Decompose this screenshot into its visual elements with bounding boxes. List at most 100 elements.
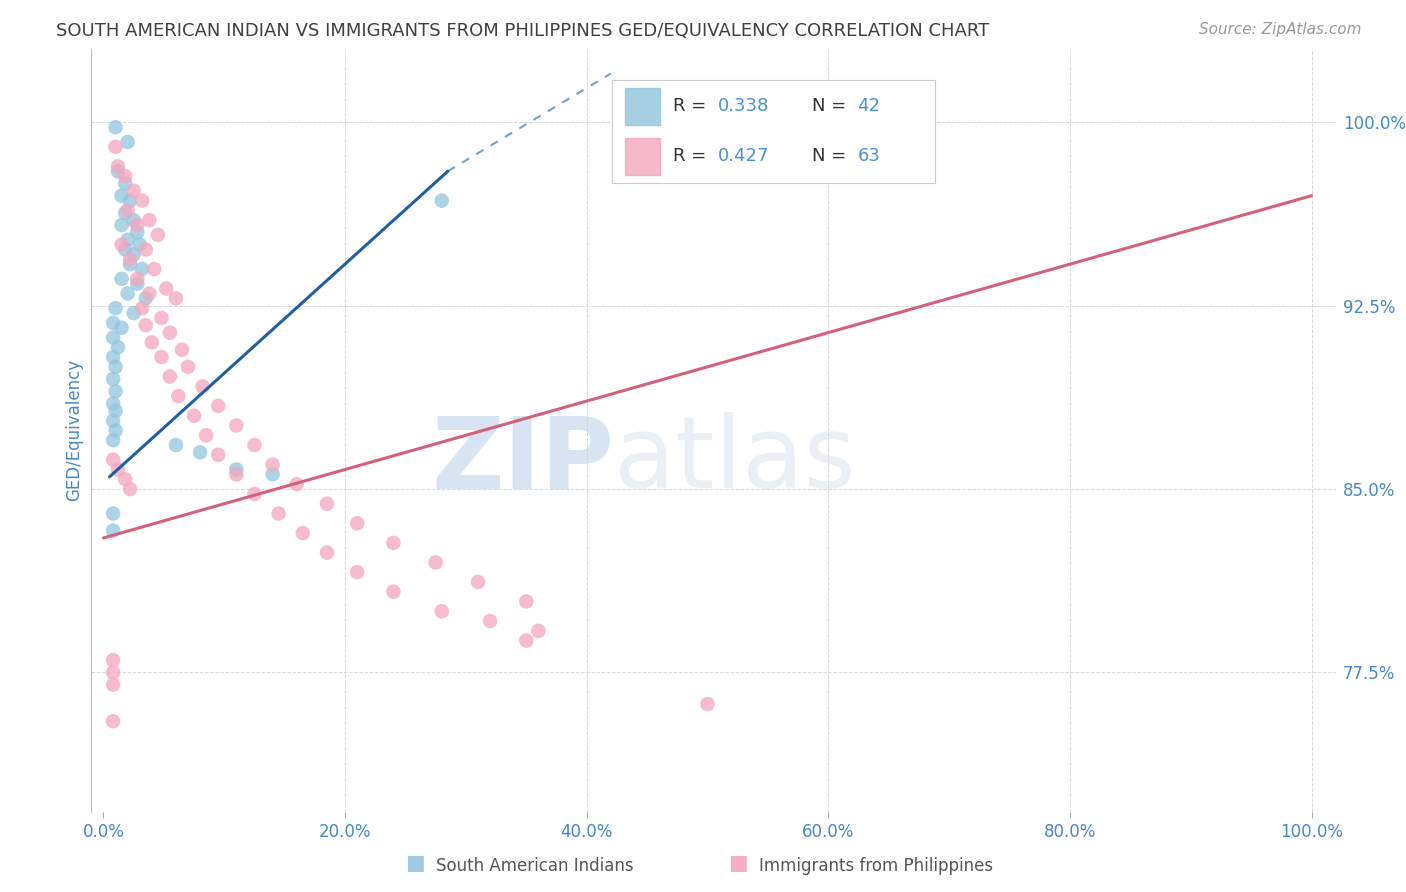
Point	[382, 584, 405, 599]
Point	[110, 218, 132, 232]
Point	[101, 433, 124, 447]
Point	[107, 340, 129, 354]
Point	[122, 247, 145, 261]
Point	[150, 350, 173, 364]
Point	[101, 414, 124, 428]
Point	[243, 438, 266, 452]
Text: South American Indians: South American Indians	[436, 856, 634, 874]
Text: ■: ■	[405, 853, 425, 872]
Text: 0.338: 0.338	[718, 97, 769, 115]
Text: 42: 42	[858, 97, 880, 115]
Point	[183, 409, 205, 423]
Point	[101, 665, 124, 680]
Point	[316, 497, 339, 511]
Y-axis label: GED/Equivalency: GED/Equivalency	[65, 359, 83, 501]
Point	[101, 524, 124, 538]
Text: atlas: atlas	[614, 412, 856, 509]
Point	[165, 438, 187, 452]
Point	[117, 203, 139, 218]
Point	[188, 445, 211, 459]
Point	[101, 714, 124, 729]
Point	[467, 574, 489, 589]
Point	[110, 237, 132, 252]
Point	[122, 306, 145, 320]
Point	[430, 194, 453, 208]
Text: 0.427: 0.427	[718, 146, 770, 165]
Point	[101, 330, 124, 344]
Text: ■: ■	[728, 853, 748, 872]
Point	[225, 418, 247, 433]
Text: N =: N =	[813, 146, 852, 165]
Point	[877, 140, 900, 154]
Point	[104, 301, 127, 315]
Point	[177, 359, 200, 374]
Point	[114, 169, 136, 184]
Point	[104, 120, 127, 135]
Point	[225, 462, 247, 476]
Point	[262, 458, 284, 472]
Point	[138, 286, 160, 301]
Point	[131, 194, 153, 208]
Text: R =: R =	[673, 146, 711, 165]
Point	[107, 462, 129, 476]
Point	[101, 507, 124, 521]
Point	[696, 697, 718, 711]
Point	[146, 227, 169, 242]
Point	[104, 423, 127, 437]
Text: 63: 63	[858, 146, 880, 165]
Point	[131, 262, 153, 277]
Point	[122, 184, 145, 198]
Point	[135, 292, 157, 306]
Point	[117, 286, 139, 301]
Point	[479, 614, 502, 628]
Point	[167, 389, 190, 403]
Point	[104, 404, 127, 418]
Point	[195, 428, 218, 442]
Point	[127, 277, 149, 291]
Point	[114, 177, 136, 191]
Point	[150, 310, 173, 325]
Point	[110, 320, 132, 334]
Point	[143, 262, 166, 277]
Bar	[624, 137, 661, 175]
Point	[165, 292, 187, 306]
Point	[243, 487, 266, 501]
Point	[127, 226, 149, 240]
Point	[191, 379, 214, 393]
Point	[101, 396, 124, 410]
Point	[101, 452, 124, 467]
Point	[114, 206, 136, 220]
Point	[425, 555, 447, 569]
Point	[155, 282, 177, 296]
Point	[101, 653, 124, 667]
Point	[101, 316, 124, 330]
Point	[527, 624, 550, 638]
Point	[515, 633, 537, 648]
Text: Source: ZipAtlas.com: Source: ZipAtlas.com	[1198, 22, 1361, 37]
Point	[128, 237, 150, 252]
Point	[515, 594, 537, 608]
Text: Immigrants from Philippines: Immigrants from Philippines	[759, 856, 994, 874]
Point	[107, 160, 129, 174]
Point	[346, 565, 368, 579]
Point	[382, 536, 405, 550]
Point	[159, 326, 181, 340]
Point	[107, 164, 129, 178]
Point	[207, 399, 229, 413]
Point	[135, 318, 157, 333]
Point	[267, 507, 290, 521]
Point	[114, 472, 136, 486]
Point	[104, 384, 127, 399]
Text: SOUTH AMERICAN INDIAN VS IMMIGRANTS FROM PHILIPPINES GED/EQUIVALENCY CORRELATION: SOUTH AMERICAN INDIAN VS IMMIGRANTS FROM…	[56, 22, 990, 40]
Point	[291, 526, 314, 541]
Point	[104, 140, 127, 154]
Point	[104, 359, 127, 374]
Point	[225, 467, 247, 482]
Point	[122, 213, 145, 227]
Point	[170, 343, 193, 357]
Point	[346, 516, 368, 531]
Point	[117, 233, 139, 247]
Point	[118, 482, 141, 496]
Point	[138, 213, 160, 227]
Point	[101, 677, 124, 691]
